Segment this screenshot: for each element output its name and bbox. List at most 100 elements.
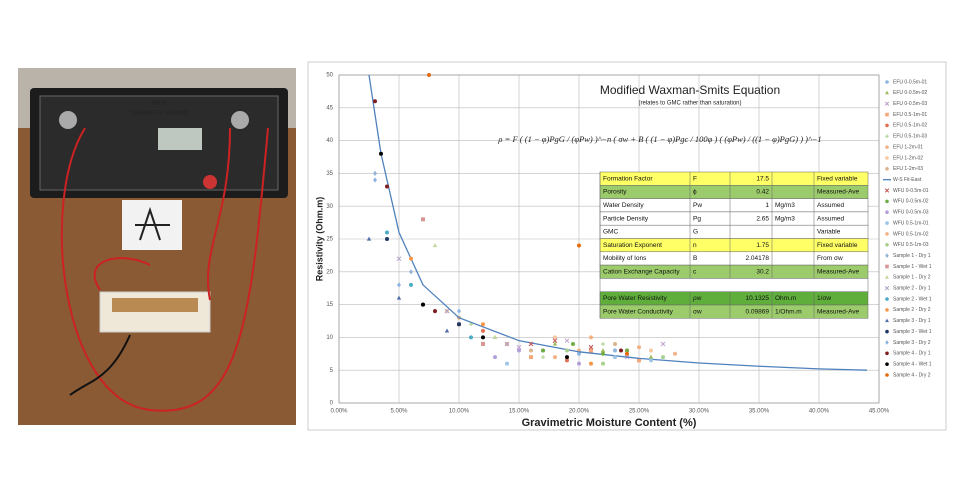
point	[648, 354, 654, 359]
point	[481, 328, 485, 333]
legend-label: W-S Fit-East	[893, 177, 922, 183]
point	[625, 348, 629, 353]
legend-label: Sample 3 - Wet 1	[893, 329, 932, 335]
point	[577, 351, 581, 356]
legend-swatch	[885, 253, 889, 258]
point	[637, 345, 641, 350]
point	[589, 335, 593, 340]
photo-lead	[206, 127, 231, 301]
y-tick-label: 0	[330, 401, 334, 407]
table-cell: Cation Exchange Capacity	[603, 268, 680, 275]
point	[469, 335, 473, 340]
y-tick-label: 20	[326, 269, 333, 275]
legend-swatch	[885, 308, 889, 312]
point	[613, 341, 617, 346]
legend-label: EFU 0.5-1m-01	[893, 112, 927, 118]
point	[457, 308, 461, 314]
table-cell: ρw	[693, 295, 702, 302]
point	[517, 348, 521, 353]
point	[427, 73, 431, 77]
legend-label: EFU 1-2m-03	[893, 166, 923, 172]
y-tick-label: 30	[326, 204, 333, 210]
legend-swatch	[885, 145, 889, 149]
x-tick-label: 25.00%	[629, 409, 650, 415]
point	[505, 361, 509, 366]
legend-swatch	[885, 123, 889, 128]
table-cell: Assumed	[817, 202, 844, 209]
table-cell: Pore Water Resistivity	[603, 295, 667, 302]
point	[432, 243, 438, 248]
photo-display	[158, 128, 202, 150]
legend-swatch	[885, 242, 889, 247]
legend-label: EFU 0-0.5m-03	[893, 101, 927, 107]
table-cell: Formation Factor	[603, 175, 653, 182]
table-cell: Variable	[817, 229, 841, 236]
legend-swatch	[884, 101, 890, 106]
table-cell: 1	[765, 202, 769, 209]
legend-swatch	[885, 167, 889, 171]
photo-label: ABEM	[152, 100, 166, 106]
point	[409, 256, 413, 261]
x-tick-label: 45.00%	[869, 409, 890, 415]
table-cell: Saturation Exponent	[603, 242, 662, 249]
legend-swatch	[885, 112, 889, 117]
legend-label: Sample 2 - Dry 2	[893, 307, 931, 313]
legend-swatch	[885, 362, 889, 366]
legend-label: WFU 0-0.5m-03	[893, 210, 929, 216]
legend-swatch	[885, 134, 889, 139]
point	[600, 348, 606, 353]
table-cell: 0.42	[756, 189, 769, 196]
y-tick-label: 25	[326, 237, 333, 243]
legend-swatch	[885, 221, 889, 225]
table-cell: Measured-Ave	[817, 189, 860, 196]
legend-swatch	[885, 340, 889, 345]
point	[625, 351, 629, 356]
point	[673, 351, 677, 356]
table-cell: Pore Water Conductivity	[603, 308, 674, 315]
table-cell: Porosity	[603, 189, 627, 196]
x-tick-label: 35.00%	[749, 409, 770, 415]
photo-knob	[231, 111, 249, 129]
legend-label: Sample 4 - Dry 2	[893, 372, 931, 378]
legend-swatch	[885, 275, 889, 279]
point	[553, 335, 557, 340]
point	[613, 355, 617, 360]
point	[577, 243, 581, 248]
point	[481, 335, 485, 340]
table-cell: Water Density	[603, 202, 644, 209]
point	[577, 361, 581, 366]
photo-sketch	[135, 206, 170, 241]
y-tick-label: 10	[326, 335, 333, 341]
y-axis-label: Resistivity (Ohm.m)	[314, 197, 324, 282]
legend-swatch	[885, 80, 889, 84]
point	[601, 351, 605, 356]
x-tick-label: 5.00%	[390, 409, 408, 415]
point	[397, 282, 401, 288]
table-cell: GMC	[603, 229, 618, 236]
table-cell: Measured-Ave	[817, 308, 860, 315]
table-cell: 17.5	[756, 175, 769, 182]
legend-swatch	[885, 210, 889, 215]
point	[649, 348, 653, 353]
point	[589, 348, 593, 353]
y-tick-label: 5	[330, 368, 334, 374]
y-tick-label: 45	[326, 105, 333, 111]
point	[565, 348, 569, 353]
point	[516, 344, 522, 350]
point	[589, 361, 593, 366]
y-tick-label: 35	[326, 171, 333, 177]
point	[493, 355, 497, 360]
legend-label: EFU 1-2m-01	[893, 144, 923, 150]
point	[571, 341, 575, 346]
chart-title: Modified Waxman-Smits Equation	[600, 83, 780, 97]
photo-button	[203, 175, 217, 189]
point	[373, 177, 377, 183]
legend-swatch	[885, 90, 889, 95]
point	[373, 99, 377, 104]
legend-label: EFU 1-2m-02	[893, 155, 923, 161]
legend-label: WFU 0.5-1m-02	[893, 231, 929, 237]
x-tick-label: 10.00%	[449, 409, 470, 415]
point	[588, 344, 594, 350]
